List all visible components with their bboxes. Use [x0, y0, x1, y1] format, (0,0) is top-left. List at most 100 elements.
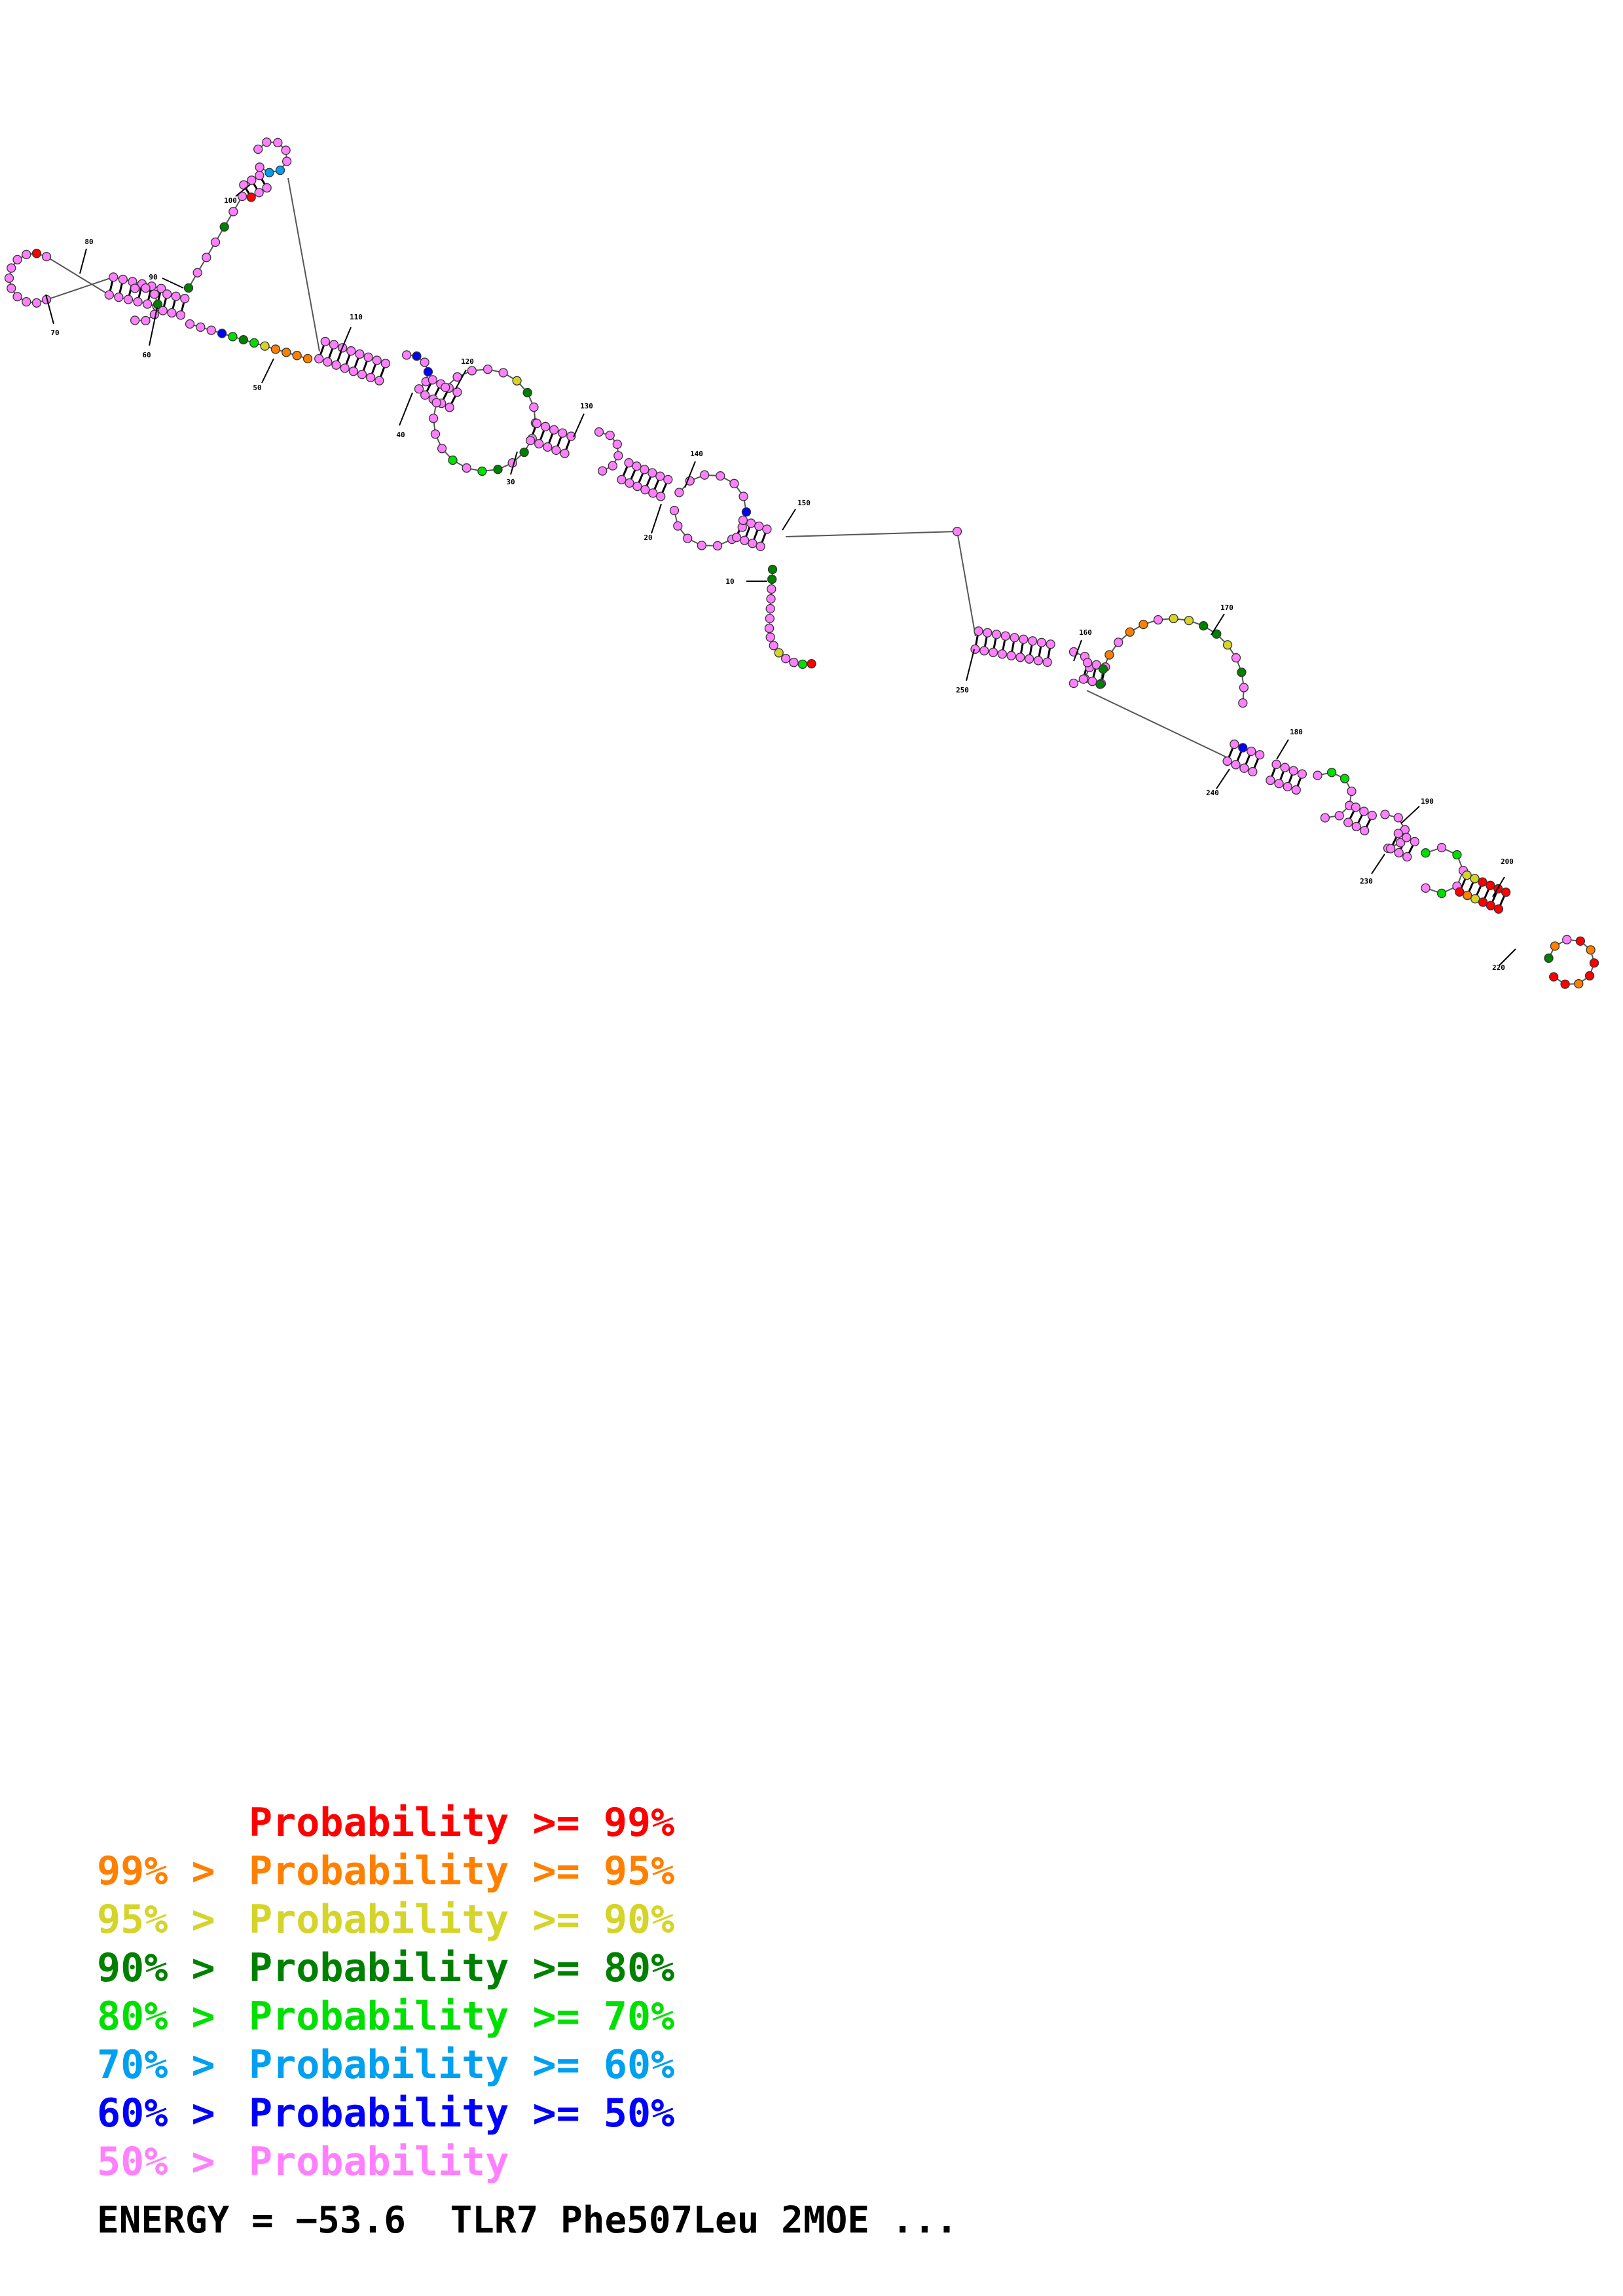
nucleotide	[1393, 829, 1403, 838]
nucleotide	[374, 376, 384, 386]
long-backbone	[957, 531, 976, 637]
nucleotide	[167, 308, 177, 318]
nucleotide	[228, 332, 238, 342]
legend-label: Probability	[249, 1800, 509, 1846]
label-tick	[340, 327, 352, 353]
nucleotide	[1010, 633, 1019, 643]
nucleotide	[1396, 838, 1406, 848]
nucleotide	[420, 390, 430, 400]
position-label: 100	[224, 196, 237, 205]
nucleotide	[1478, 877, 1487, 887]
label-tick	[1492, 876, 1505, 897]
nucleotide	[329, 340, 339, 350]
nucleotide	[202, 253, 211, 262]
legend-label: Probability	[249, 2042, 509, 2088]
nucleotide	[314, 354, 324, 364]
nucleotide	[428, 375, 437, 385]
nucleotide	[183, 283, 194, 293]
nucleotide	[674, 488, 684, 497]
nucleotide	[270, 344, 281, 354]
nucleotide	[746, 518, 756, 528]
nucleotide	[656, 492, 666, 501]
position-label: 80	[84, 238, 93, 246]
legend-label: Probability	[249, 2139, 509, 2185]
nucleotide	[669, 505, 680, 516]
nucleotide	[1024, 654, 1034, 664]
nucleotide	[522, 387, 532, 398]
nucleotide	[1169, 613, 1178, 624]
nucleotide	[1237, 667, 1247, 677]
nucleotide	[748, 539, 757, 548]
nucleotide	[302, 353, 313, 364]
nucleotide	[1393, 813, 1403, 823]
nucleotide	[1436, 842, 1447, 853]
nucleotide	[340, 363, 350, 373]
nucleotide	[1421, 848, 1431, 858]
nucleotide	[153, 299, 163, 310]
nucleotide	[1230, 739, 1239, 749]
nucleotide	[1091, 660, 1101, 670]
nucleotide	[1586, 945, 1596, 955]
nucleotide	[448, 455, 458, 465]
base-pair-lines	[108, 175, 1507, 910]
nucleotide	[625, 478, 634, 488]
nucleotide	[789, 657, 799, 668]
nucleotide	[807, 659, 816, 669]
nucleotide	[1334, 811, 1344, 821]
position-label: 120	[461, 357, 474, 366]
nucleotide	[430, 429, 441, 439]
nucleotide	[372, 355, 382, 365]
nucleotide	[983, 628, 993, 637]
nucleotide	[1560, 979, 1570, 989]
nucleotide	[738, 515, 748, 526]
nucleotide	[632, 481, 642, 492]
nucleotide	[1326, 768, 1337, 778]
legend-row: 99% > Probability >= 95%	[97, 1847, 674, 1895]
legend-label: Probability	[249, 1897, 509, 1943]
nucleotide	[741, 507, 752, 517]
nucleotide	[739, 492, 748, 501]
nucleotide	[4, 273, 14, 283]
nucleotide	[566, 431, 576, 441]
legend-label: Probability	[249, 1848, 509, 1894]
position-label: 160	[1079, 628, 1092, 637]
nucleotide	[247, 175, 257, 185]
label-tick	[149, 307, 158, 346]
nucleotide	[1549, 972, 1559, 982]
nucleotide	[264, 168, 274, 177]
nucleotide	[767, 574, 777, 584]
nucleotide	[320, 336, 330, 346]
legend-row: 60% > Probability >= 50%	[97, 2089, 674, 2138]
nucleotide	[997, 649, 1007, 659]
nucleotide	[1283, 781, 1292, 792]
legend-row: 50% > Probability	[97, 2138, 509, 2186]
nucleotide	[149, 289, 160, 299]
label-tick	[1400, 806, 1420, 824]
nucleotide	[1239, 763, 1249, 773]
nucleotide	[254, 188, 264, 198]
nucleotide	[237, 191, 247, 202]
nucleotide	[357, 369, 367, 380]
nucleotide	[1239, 683, 1249, 692]
nucleotide	[729, 478, 739, 488]
nucleotide	[483, 365, 493, 374]
nucleotide	[712, 541, 723, 551]
nucleotide	[1402, 852, 1412, 862]
nucleotide	[130, 315, 140, 325]
nucleotide	[1340, 774, 1350, 783]
nucleotide	[1360, 825, 1370, 836]
label-tick	[1276, 739, 1289, 760]
label-tick	[1211, 613, 1225, 636]
legend-row: 95% > Probability >= 90%	[97, 1895, 674, 1944]
nucleotide	[162, 289, 172, 299]
nucleotide	[1574, 978, 1584, 989]
nucleotide	[219, 222, 229, 232]
nucleotide	[1222, 756, 1232, 766]
backbone-segment	[46, 276, 114, 300]
nucleotide	[1367, 810, 1377, 821]
nucleotide	[1410, 836, 1420, 847]
nucleotide	[1087, 676, 1097, 687]
nucleotide	[380, 359, 391, 368]
nucleotide	[1248, 766, 1258, 777]
nucleotide	[1478, 897, 1488, 907]
